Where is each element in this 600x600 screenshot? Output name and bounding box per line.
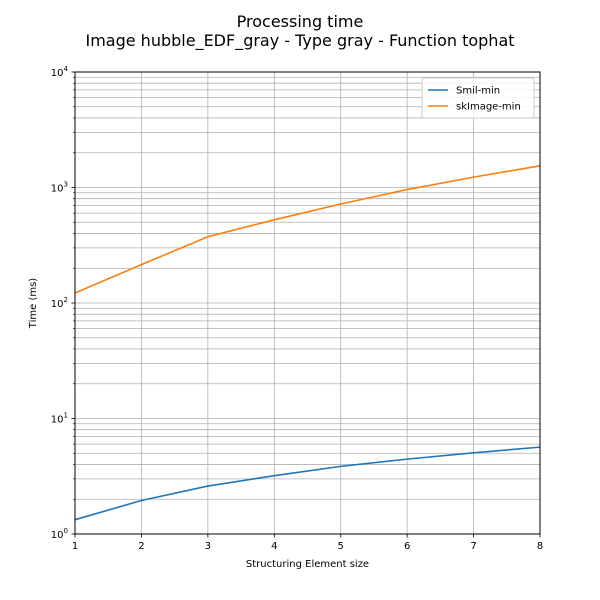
x-tick-label: 2 xyxy=(138,541,144,552)
legend-label: Smil-min xyxy=(456,86,500,97)
y-tick-label: 104 xyxy=(51,65,69,79)
x-tick-label: 7 xyxy=(470,541,476,552)
y-axis-label: Time (ms) xyxy=(28,278,39,330)
grid-lines xyxy=(74,71,541,535)
legend: Smil-min skImage-min xyxy=(421,77,535,119)
series-line xyxy=(74,446,541,521)
x-tick-label: 5 xyxy=(338,541,344,552)
chart-subtitle: Image hubble_EDF_gray - Type gray - Func… xyxy=(85,31,515,50)
x-tick-label: 4 xyxy=(271,541,277,552)
x-tick-label: 1 xyxy=(72,541,78,552)
series-line xyxy=(74,165,541,294)
axis-ticks: 1 2 3 4 5 6 7 8 100 101 102 103 104 xyxy=(51,65,543,552)
y-tick-label: 103 xyxy=(51,181,68,195)
y-tick-label: 102 xyxy=(51,296,68,310)
y-tick-label: 101 xyxy=(51,412,68,426)
x-axis-label: Structuring Element size xyxy=(246,559,369,570)
legend-label: skImage-min xyxy=(456,102,521,113)
chart-title: Processing time xyxy=(236,12,364,31)
y-tick-label: 100 xyxy=(51,527,68,541)
x-tick-label: 3 xyxy=(205,541,211,552)
series-layer xyxy=(74,165,541,521)
x-tick-label: 8 xyxy=(537,541,543,552)
legend-box xyxy=(421,77,535,119)
x-tick-label: 6 xyxy=(404,541,410,552)
